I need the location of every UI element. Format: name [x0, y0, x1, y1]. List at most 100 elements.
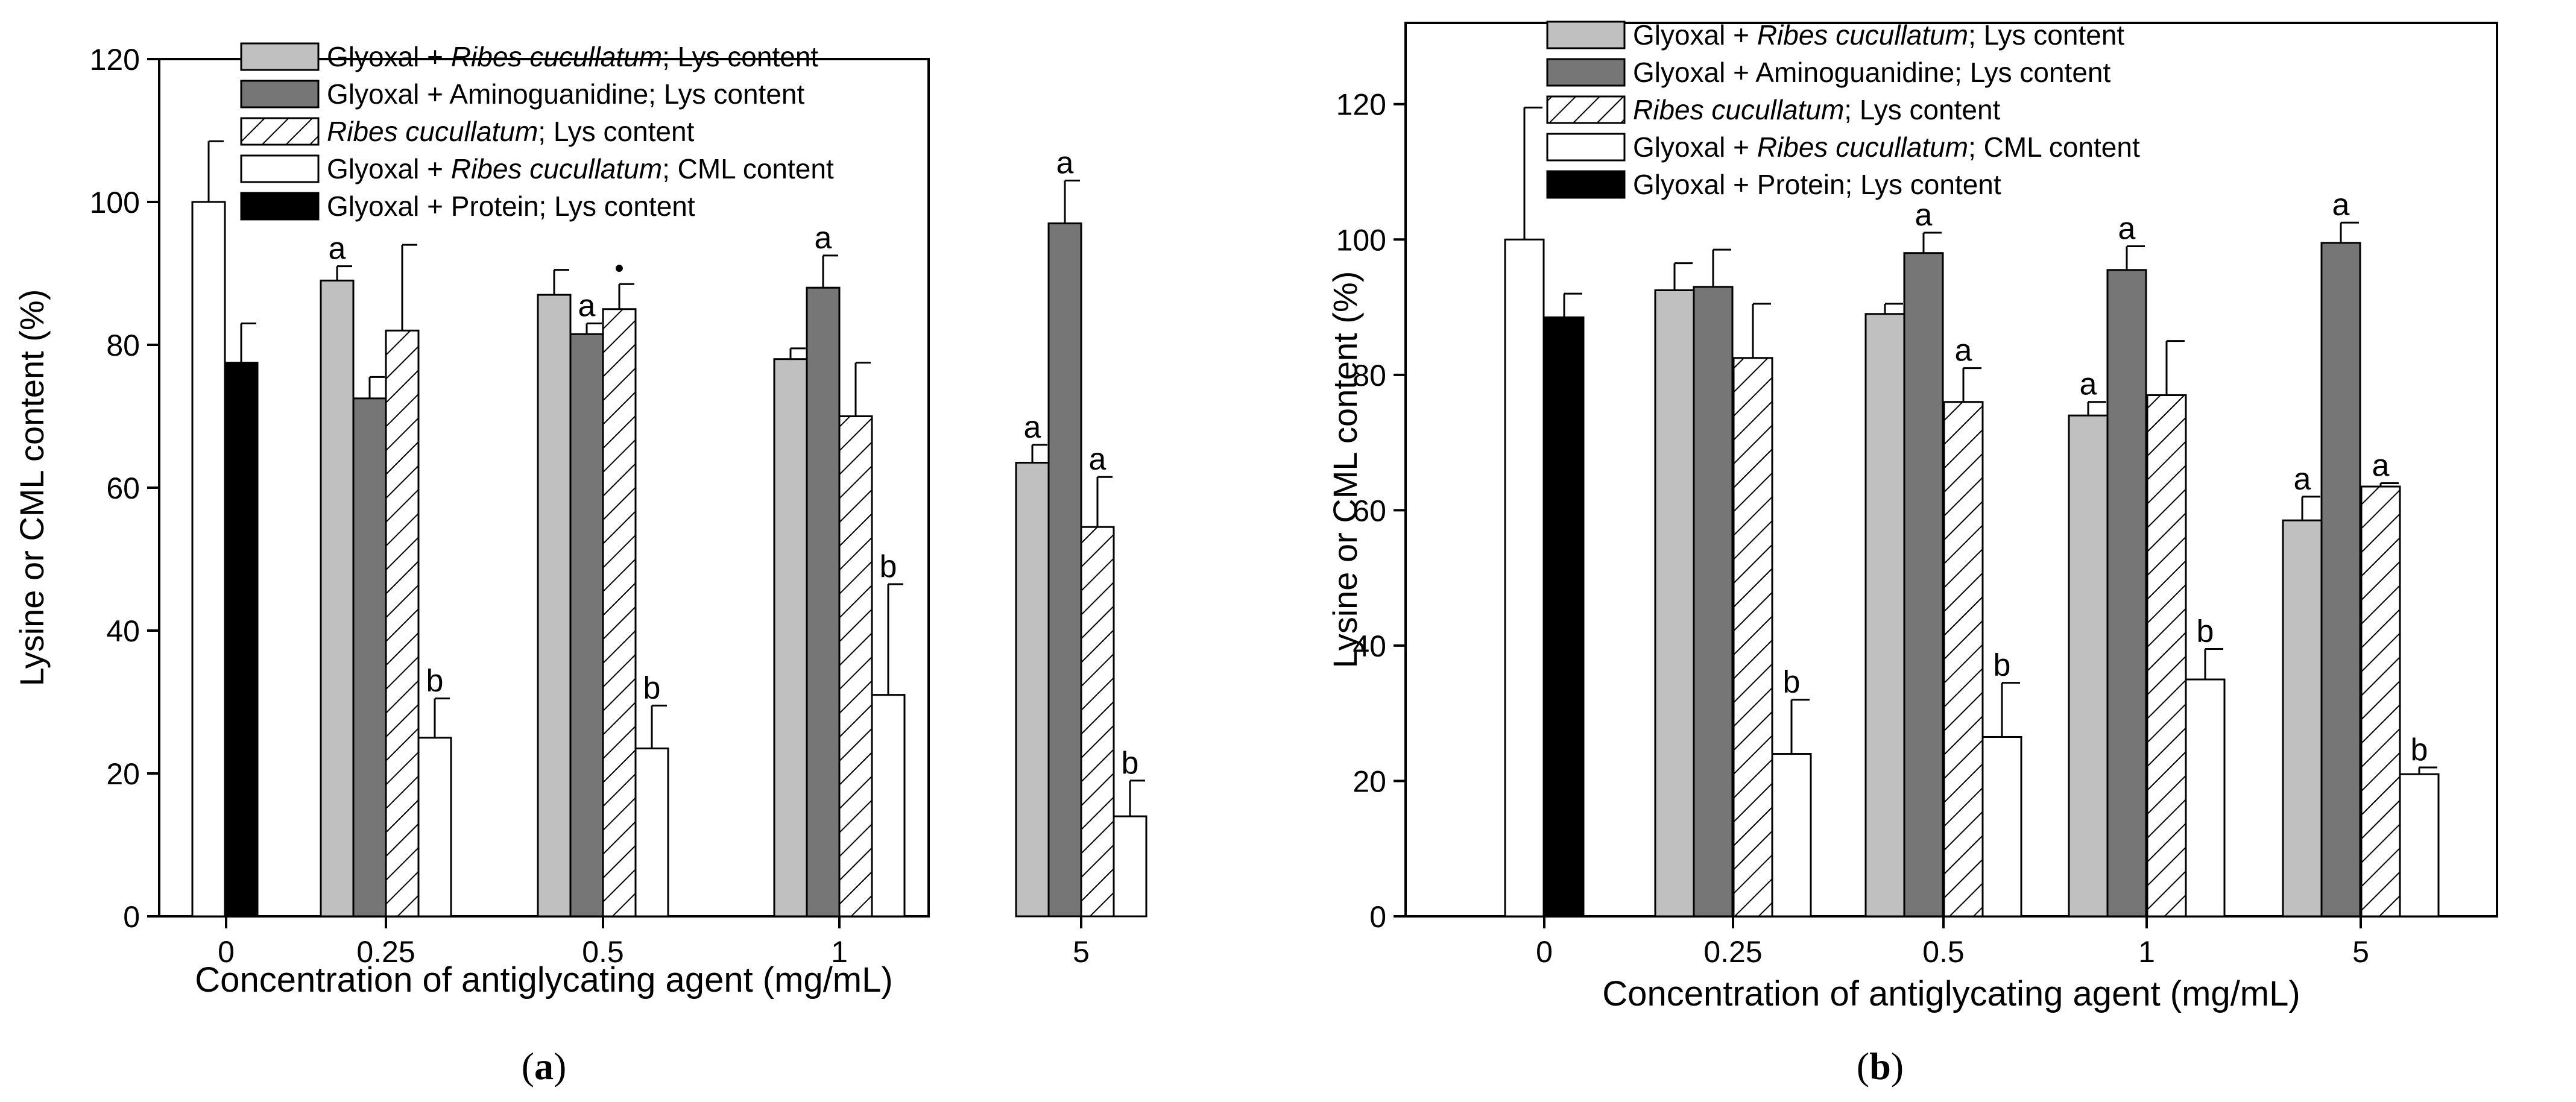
panel-b-legend-swatch-s4 [1546, 133, 1626, 162]
panel-a-significance-label: a [1089, 442, 1106, 477]
panel-b-bar-s1-5 [2282, 519, 2323, 918]
panel-a-legend-text-part: Glyoxal + Aminoguanidine; Lys content [327, 78, 805, 110]
panel-b-bar-s1-0.25 [1654, 289, 1695, 918]
panel-a-legend-swatch-s4 [240, 154, 320, 183]
panel-a-x-tick-label: 0 [218, 935, 235, 969]
panel-b-legend-text-part: Ribes cucullatum [1757, 131, 1968, 163]
panel-b-legend-text-part: ; Lys content [1844, 94, 2000, 125]
panel-b-legend-text-part: Ribes cucullatum [1757, 19, 1968, 51]
panel-a-legend-label-s2: Glyoxal + Aminoguanidine; Lys content [327, 78, 805, 110]
panel-b-significance-label: a [2294, 462, 2311, 497]
panel-b-legend-text-part: Glyoxal + Aminoguanidine; Lys content [1633, 57, 2111, 88]
panel-a-legend-swatch-s1 [240, 42, 320, 71]
panel-b-caption: (b) [1857, 1045, 1904, 1088]
panel-b-bar-s1-1 [2068, 414, 2109, 918]
panel-a-legend-text-part: ; CML content [662, 153, 834, 184]
panel-a-significance-label: a [815, 221, 832, 256]
panel-a-significance-label: a [1024, 410, 1041, 445]
panel-b-legend-swatch-s5 [1546, 170, 1626, 199]
panel-b-bar-s3-5 [2360, 485, 2401, 918]
panel-b-y-tick-label: 60 [1353, 494, 1386, 527]
panel-a-legend-swatch-s3 [240, 117, 320, 146]
panel-a-ticks: 0 20 40 60 80 100 120 0 0.25 0.5 1 5 [90, 43, 1090, 969]
panel-a-bar-s1-5 [1015, 462, 1050, 918]
panel-a-legend: Glyoxal + Ribes cucullatum; Lys content G… [240, 41, 834, 222]
panel-b-x-tick-label: 5 [2352, 935, 2369, 969]
panel-b-bar-s3-0.25 [1732, 357, 1773, 918]
panel-b-bar-s1-0.5 [1864, 313, 1905, 918]
panel-a-x-axis-label: Concentration of antiglycating agent (mg… [195, 960, 892, 1000]
panel-a-significance-label: b [426, 664, 444, 699]
panel-a-y-tick-label: 40 [106, 614, 140, 648]
panel-a-legend-swatch-s5 [240, 192, 320, 221]
panel-b-y-tick-label: 20 [1353, 764, 1386, 798]
panel-a-significance-label: b [1122, 746, 1139, 781]
panel-a-caption-letter: a [534, 1045, 554, 1088]
panel-a-bar-s3-0.25 [385, 329, 420, 918]
panel-b-x-tick-label: 0.5 [1922, 935, 1965, 969]
panel-b-y-tick-label: 120 [1336, 88, 1386, 122]
panel-a-legend-text-part: ; Lys content [662, 41, 818, 72]
panel-a-bar-s2-5 [1047, 222, 1082, 918]
panel-a-bar-s2-1 [806, 286, 841, 918]
panel-b-legend-label-s2: Glyoxal + Aminoguanidine; Lys content [1633, 57, 2111, 88]
panel-b-x-tick-label: 0.25 [1703, 935, 1762, 969]
panel-b-legend-text-part: Glyoxal + [1633, 131, 1757, 163]
panel-b-significance-label: b [2197, 614, 2214, 649]
panel-b-y-tick-label: 80 [1353, 359, 1386, 392]
panel-a-bar-s4-5 [1113, 815, 1148, 918]
panel-a-bars: a b a • b a b a a a b [191, 140, 1148, 918]
panel-b-significance-label: a [2118, 212, 2136, 247]
panel-a-bar-s4-1 [871, 694, 906, 918]
panel-a-significance-label: • [614, 253, 623, 283]
panel-b-chart: b a a b a a b a a a b 0 20 40 60 80 100 120 0 0.25 0.5 1 5 Ly… [1326, 19, 2498, 1088]
panel-a-y-tick-label: 100 [90, 186, 140, 219]
panel-a-significance-label: b [643, 670, 661, 705]
panel-a-legend-label-s1: Glyoxal + Ribes cucullatum; Lys content [327, 41, 818, 72]
panel-b-x-axis-label: Concentration of antiglycating agent (mg… [1602, 974, 2300, 1013]
panel-a-bar-s3-0.5 [602, 308, 637, 918]
panel-a-y-tick-label: 20 [106, 757, 140, 791]
panel-b-legend-swatch-s3 [1546, 95, 1626, 124]
panel-a-x-tick-label: 0.5 [582, 935, 624, 969]
panel-b-bar-s4-0.25 [1771, 753, 1812, 918]
panel-a-significance-label: a [578, 288, 596, 323]
panel-b-x-tick-label: 1 [2138, 935, 2155, 969]
panel-b-significance-label: a [2372, 448, 2390, 483]
panel-b-bar-s2-5 [2320, 242, 2361, 918]
panel-b-bar-s3-1 [2146, 394, 2187, 918]
panel-b-x-tick-label: 0 [1536, 935, 1553, 969]
panel-a-x-tick-label: 0.25 [356, 935, 415, 969]
panel-a-bar-s3-1 [838, 415, 873, 918]
panel-b-significance-label: a [2332, 187, 2350, 222]
panel-b-significance-label: b [1783, 665, 1801, 700]
panel-a-x-tick-label: 1 [831, 935, 848, 969]
panel-b-y-tick-label: 100 [1336, 223, 1386, 257]
panel-b-bar-s4-5 [2399, 773, 2440, 918]
panel-b-caption-text: (b) [1857, 1045, 1904, 1088]
panel-b-legend-text-part: ; Lys content [1968, 19, 2124, 51]
panel-a-significance-label: b [880, 549, 897, 584]
panel-b-significance-label: a [1955, 333, 1972, 368]
panel-a-legend-text-part: Ribes cucullatum [451, 41, 662, 72]
panel-b-bar-s2-0.25 [1693, 286, 1734, 918]
panel-a-bar-s1-0.5 [537, 294, 572, 918]
panel-b-bar-s4-0.5 [1981, 735, 2022, 918]
panel-a-bar-s4-0 [191, 201, 226, 918]
panel-b-y-axis-label: Lysine or CML content (%) [1326, 271, 1364, 669]
panel-a-legend-text-part: Glyoxal + Protein; Lys content [327, 190, 695, 222]
panel-a-y-axis-label: Lysine or CML content (%) [13, 289, 51, 687]
panel-a-x-tick-label: 5 [1073, 935, 1090, 969]
panel-a-bar-s1-1 [773, 358, 808, 918]
panel-a-bar-s3-5 [1080, 526, 1115, 918]
panel-b-significance-label: b [1994, 648, 2011, 683]
panel-a-legend-text-part: ; Lys content [538, 116, 694, 147]
panel-a-significance-label: a [1056, 145, 1074, 180]
panel-a-y-tick-label: 80 [106, 329, 140, 362]
panel-b-bar-s4-0 [1504, 238, 1545, 918]
panel-b-bar-s2-1 [2106, 269, 2147, 918]
panel-a-bar-s4-0.5 [634, 748, 669, 918]
panel-b-significance-label: a [1915, 198, 1933, 233]
panel-b-legend-label-s4: Glyoxal + Ribes cucullatum; CML content [1633, 131, 2140, 163]
